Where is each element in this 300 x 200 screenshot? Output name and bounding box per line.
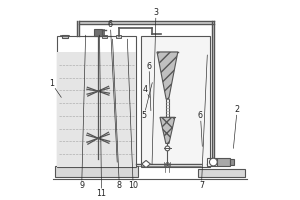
- Bar: [141, 36, 210, 167]
- Text: 5: 5: [142, 111, 147, 120]
- Text: 7: 7: [199, 181, 204, 190]
- Circle shape: [209, 158, 217, 166]
- Text: 6: 6: [198, 111, 203, 120]
- Polygon shape: [157, 52, 178, 99]
- Text: 9: 9: [79, 181, 84, 190]
- Polygon shape: [142, 160, 150, 168]
- Text: 1: 1: [50, 79, 55, 88]
- Bar: [57, 52, 136, 167]
- Bar: [230, 159, 234, 165]
- Bar: [217, 158, 230, 166]
- Bar: [62, 35, 68, 38]
- Text: 11: 11: [97, 189, 106, 198]
- Text: 10: 10: [128, 181, 138, 190]
- Circle shape: [165, 146, 170, 151]
- Bar: [116, 35, 121, 38]
- Text: 3: 3: [153, 8, 158, 17]
- Text: 6: 6: [108, 20, 113, 29]
- Bar: [94, 29, 102, 36]
- Polygon shape: [160, 117, 175, 143]
- Text: 6: 6: [146, 62, 152, 71]
- Bar: [197, 169, 245, 177]
- Bar: [55, 166, 138, 177]
- Text: 4: 4: [142, 85, 148, 94]
- Bar: [57, 36, 136, 167]
- Bar: [102, 35, 107, 38]
- Text: 8: 8: [117, 181, 122, 190]
- Text: 2: 2: [235, 105, 240, 114]
- Bar: [207, 158, 217, 166]
